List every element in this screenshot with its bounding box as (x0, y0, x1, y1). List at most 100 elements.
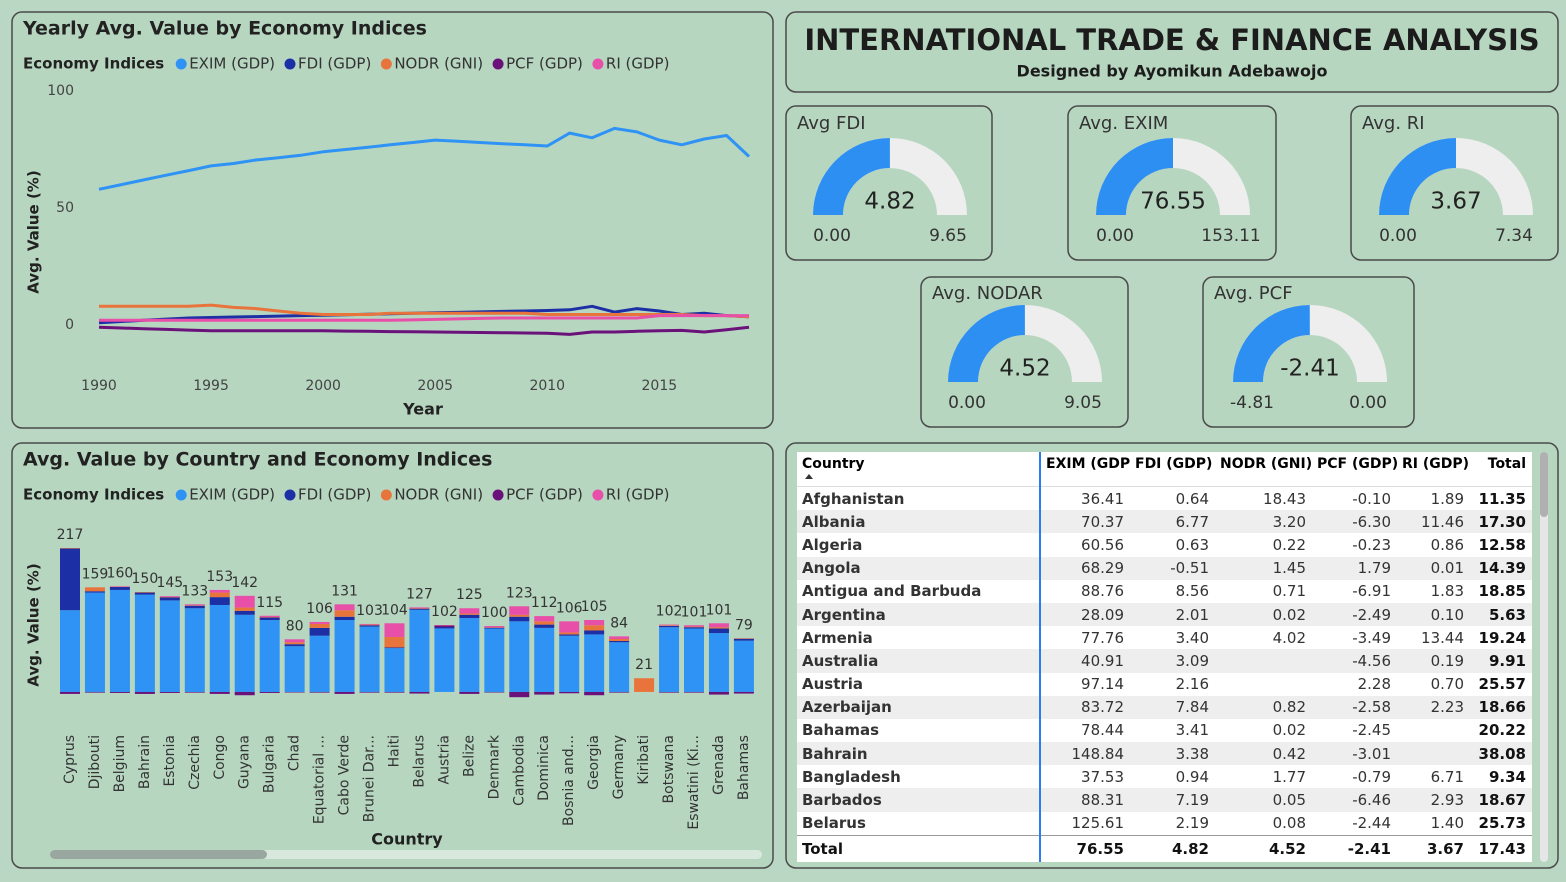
y-axis-title: Avg. Value (%) (25, 170, 43, 293)
gauge-max: 9.65 (929, 226, 967, 246)
table-body: Afghanistan 36.41 0.64 18.43 -0.10 1.89 11.35 A… (797, 486, 1532, 862)
bar-segment (584, 634, 605, 692)
bar-segment (684, 627, 704, 629)
bar-segment (384, 637, 405, 648)
panel (785, 11, 1559, 93)
total-label: 115 (256, 595, 283, 611)
x-tick-label: Estonia (162, 735, 178, 787)
table-cell: 97.14 (1081, 675, 1124, 694)
x-tick-label: Djibouti (87, 735, 103, 789)
table-row: Antigua and Barbuda 88.76 8.56 0.71 -6.91 1.8… (797, 579, 1532, 603)
bar-segment (234, 607, 255, 611)
total-label: 106 (306, 601, 333, 617)
bar-segment (84, 587, 105, 592)
x-tick-label: Botswana (661, 735, 677, 803)
total-label: 123 (506, 585, 533, 601)
table-cell: 0.70 (1430, 675, 1464, 694)
bar-segment (459, 608, 480, 614)
x-tick-label: Cyprus (62, 735, 78, 784)
table-cell: -6.46 (1312, 788, 1397, 812)
gauge-label: Avg. NODAR (932, 283, 1043, 304)
bar-segment (534, 691, 555, 695)
table-cell: 3.40 (1175, 628, 1209, 647)
x-tick-label: Belize (461, 735, 477, 777)
x-tick-label: 2015 (642, 378, 678, 394)
table-cell: 4.02 (1272, 628, 1306, 647)
table-cell: 0.05 (1215, 788, 1312, 812)
total-row: Total 76.55 4.82 4.52 -2.41 3.67 17.43 (797, 834, 1532, 862)
bar-segment (409, 608, 430, 610)
table-cell: 20.22 (1478, 721, 1526, 740)
legend-marker (380, 489, 392, 501)
chart-title: Yearly Avg. Value by Economy Indices (22, 18, 427, 40)
bar-segment (733, 638, 754, 641)
table-cell: 0.01 (1397, 556, 1470, 580)
total-cell: 4.52 (1215, 834, 1312, 862)
bar-segment (209, 589, 230, 593)
bar-segment (359, 624, 380, 626)
table-row: Austria 97.14 2.16 2.28 0.70 25.57 (797, 672, 1532, 696)
bar-segment (534, 616, 555, 622)
table-row: Azerbaijan 83.72 7.84 0.82 -2.58 2.23 18.66 (797, 695, 1532, 719)
table-cell: 0.02 (1215, 602, 1312, 627)
legend-label: FDI (GDP) (298, 55, 371, 73)
table-row: Afghanistan 36.41 0.64 18.43 -0.10 1.89 11.35 (797, 486, 1532, 511)
bar-segment (309, 621, 330, 624)
table-scrollbar-thumb[interactable] (1540, 452, 1548, 517)
table-cell: 2.01 (1130, 602, 1215, 627)
table-cell: 68.29 (1040, 556, 1130, 580)
table-cell: 0.63 (1175, 535, 1209, 554)
sort-indicator[interactable] (805, 474, 813, 479)
table-cell: 40.91 (1040, 649, 1130, 673)
bar-segment (259, 617, 280, 621)
scrollbar-thumb[interactable] (50, 850, 267, 859)
bar-segment (134, 592, 155, 593)
dashboard-title: INTERNATIONAL TRADE & FINANCE ANALYSIS (804, 23, 1539, 57)
line-series (99, 303, 750, 319)
table-cell: -2.44 (1352, 814, 1391, 833)
bar-segment (484, 627, 505, 628)
x-tick-label: Kiribati (636, 735, 652, 785)
x-tick-label: Czechia (187, 735, 203, 790)
bar-segment (659, 627, 680, 692)
table-row: Belarus 125.61 2.19 0.08 -2.44 1.40 25.73 (797, 811, 1532, 836)
x-tick-label: Brunei Dar... (362, 735, 378, 822)
table-cell: 5.63 (1470, 602, 1532, 627)
line-series (99, 314, 749, 322)
table-cell (1397, 742, 1470, 766)
dashboard-subtitle: Designed by Ayomikun Adebawojo (1017, 62, 1328, 81)
bar-segment (609, 642, 630, 692)
bar-segment (109, 586, 130, 590)
bar-segment (659, 625, 680, 626)
table-cell: 1.77 (1272, 767, 1306, 786)
x-tick-label: Cambodia (511, 735, 527, 806)
legend-marker (175, 489, 187, 501)
bar-segment (733, 691, 754, 694)
table-cell: 19.24 (1478, 628, 1526, 647)
bar-segment (359, 625, 380, 627)
bar-segment (459, 614, 480, 619)
y-axis-title: Avg. Value (%) (25, 563, 43, 686)
bar-segment (309, 635, 330, 692)
table-cell: 3.20 (1215, 510, 1312, 534)
bar-segment (708, 623, 729, 628)
table-cell: -2.49 (1312, 602, 1397, 627)
table-row: Argentina 28.09 2.01 0.02 -2.49 0.10 5.63 (797, 602, 1532, 627)
bar-segment (109, 589, 130, 692)
bar-segment (284, 646, 305, 692)
table-cell: 3.41 (1175, 721, 1209, 740)
panel (785, 105, 993, 261)
table-cell: 17.30 (1470, 510, 1532, 534)
gauge-max: 9.05 (1064, 393, 1102, 413)
panel (11, 11, 774, 429)
table-cell: 88.76 (1081, 582, 1124, 601)
table-scrollbar-track[interactable] (1540, 452, 1548, 862)
bar-segment (509, 614, 530, 617)
bar-segment (159, 596, 180, 597)
table-cell: 0.64 (1175, 489, 1209, 508)
bar-segment (634, 678, 655, 692)
column-header[interactable]: Country (797, 452, 1041, 487)
total-label: 150 (132, 571, 159, 587)
table-container: Country EXIM (GDP) FDI (GDP) NODR (GNI) PCF … (797, 452, 1532, 862)
table-cell: 25.73 (1478, 814, 1526, 833)
